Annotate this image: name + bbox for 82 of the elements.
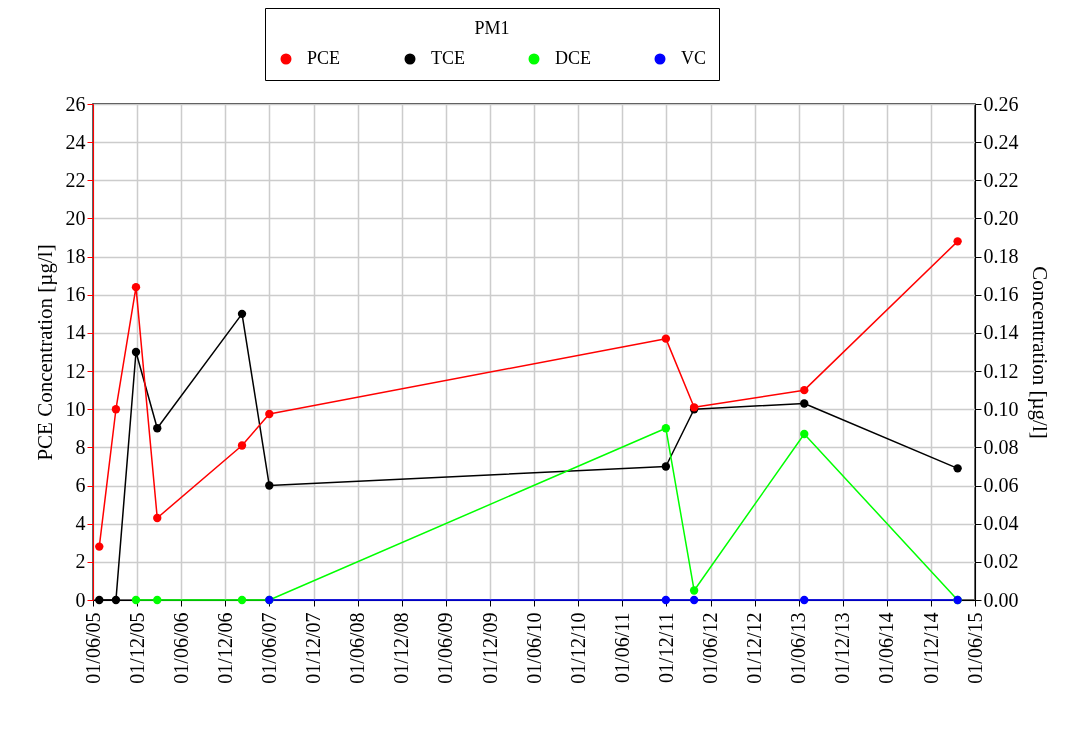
y-tick-label: 12 xyxy=(65,359,86,382)
y2-tick-label: 0.04 xyxy=(983,512,1019,535)
y2-tick-label: 0.02 xyxy=(983,550,1019,573)
x-tick-label: 01/06/07 xyxy=(257,612,280,684)
y-tick-label: 16 xyxy=(65,283,86,306)
x-tick-label: 01/12/08 xyxy=(390,612,413,684)
x-tick-label: 01/12/13 xyxy=(831,612,854,684)
y-tick-label: 22 xyxy=(65,168,86,191)
legend-title: PM1 xyxy=(474,18,510,38)
point xyxy=(953,464,962,473)
point xyxy=(265,481,274,490)
y-tick-label: 14 xyxy=(65,321,86,344)
x-tick-label: 01/06/15 xyxy=(963,612,986,684)
y2-tick-label: 0.08 xyxy=(983,435,1019,458)
point xyxy=(800,399,809,408)
y-tick-label: 26 xyxy=(65,92,86,115)
legend-label: TCE xyxy=(431,48,465,68)
point xyxy=(800,595,809,605)
x-tick-label: 01/06/08 xyxy=(346,612,369,684)
legend-label: VC xyxy=(681,48,707,68)
y2-tick-label: 0.10 xyxy=(983,397,1019,420)
x-tick-label: 01/12/06 xyxy=(213,612,236,684)
x-tick-label: 01/06/09 xyxy=(434,612,457,684)
point xyxy=(131,595,141,605)
point xyxy=(689,595,699,605)
point xyxy=(95,542,104,551)
y-tick-label: 24 xyxy=(65,130,86,153)
legend-label: PCE xyxy=(307,48,341,68)
y-axis-title: PCE Concentration [µg/l] xyxy=(32,244,57,461)
x-tick-label: 01/06/10 xyxy=(522,612,545,684)
point xyxy=(153,424,162,433)
point xyxy=(800,429,809,439)
y-tick-label: 18 xyxy=(65,245,86,268)
y2-tick-label: 0.12 xyxy=(983,359,1019,382)
point xyxy=(661,334,671,343)
y-tick-label: 4 xyxy=(75,512,86,535)
point xyxy=(153,513,162,523)
point xyxy=(800,385,809,395)
point xyxy=(237,595,247,605)
point xyxy=(661,462,671,471)
point xyxy=(953,237,962,246)
x-tick-label: 01/12/09 xyxy=(478,612,501,684)
y-tick-label: 0 xyxy=(75,588,86,611)
point xyxy=(661,595,671,605)
y2-tick-label: 0.18 xyxy=(983,245,1019,268)
x-tick-label: 01/12/12 xyxy=(743,612,766,684)
x-tick-label: 01/06/06 xyxy=(169,612,192,684)
x-tick-label: 01/06/14 xyxy=(875,612,898,684)
point xyxy=(131,347,141,357)
y2-tick-label: 0.24 xyxy=(983,130,1019,153)
point xyxy=(153,595,162,605)
y-tick-label: 2 xyxy=(75,550,86,573)
y2-tick-label: 0.22 xyxy=(983,168,1019,191)
y2-tick-label: 0.16 xyxy=(983,283,1019,306)
point xyxy=(111,405,121,414)
y-tick-label: 8 xyxy=(75,435,86,458)
legend-label: DCE xyxy=(555,48,591,68)
x-tick-label: 01/12/14 xyxy=(919,612,942,684)
y2-axis-title: Concentration [µg/l] xyxy=(1027,266,1052,439)
y2-tick-label: 0.00 xyxy=(983,588,1019,611)
point xyxy=(237,441,247,450)
point xyxy=(111,595,121,605)
x-tick-label: 01/06/11 xyxy=(610,612,633,683)
y2-tick-label: 0.06 xyxy=(983,474,1019,497)
y-tick-label: 6 xyxy=(75,474,86,497)
point xyxy=(237,309,247,319)
x-tick-label: 01/06/13 xyxy=(787,612,810,684)
point xyxy=(265,409,274,419)
x-tick-label: 01/12/07 xyxy=(302,612,324,684)
x-tick-label: 01/06/12 xyxy=(699,612,722,684)
y-tick-label: 10 xyxy=(65,397,86,420)
y2-tick-label: 0.20 xyxy=(983,206,1019,229)
y-tick-label: 20 xyxy=(65,206,86,229)
y2-tick-label: 0.14 xyxy=(983,321,1019,344)
point xyxy=(689,586,699,595)
x-tick-label: 01/12/05 xyxy=(125,612,148,684)
x-tick-label: 01/06/05 xyxy=(81,612,104,684)
y2-tick-label: 0.26 xyxy=(983,92,1019,115)
x-tick-label: 01/12/11 xyxy=(654,612,677,683)
x-tick-label: 01/12/10 xyxy=(566,612,589,684)
point xyxy=(131,282,141,292)
point xyxy=(661,424,671,433)
